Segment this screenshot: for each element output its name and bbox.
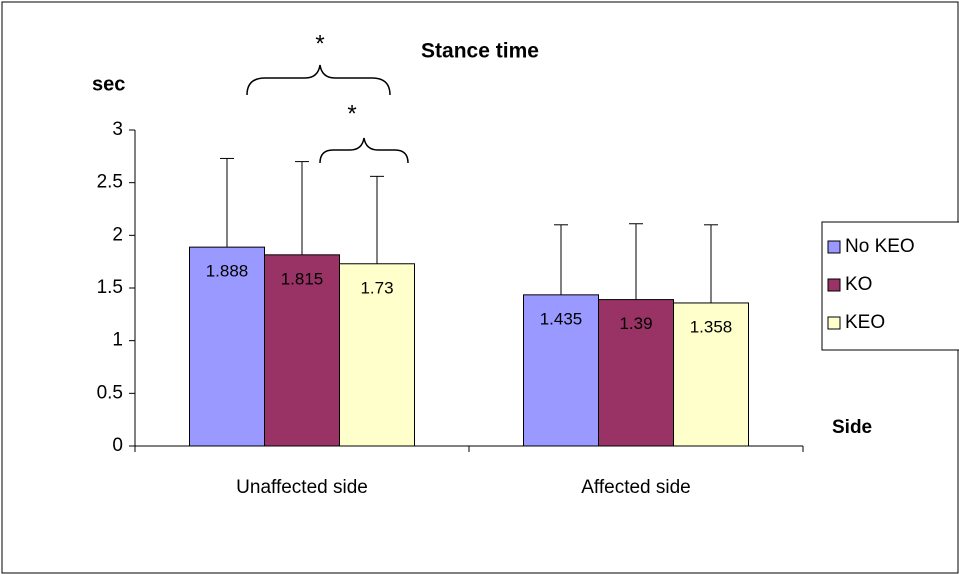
y-tick-label: 2: [112, 224, 123, 245]
y-tick-label: 3: [112, 119, 123, 140]
x-axis-label: Side: [832, 417, 872, 438]
y-tick-label: 2.5: [97, 172, 123, 193]
data-label: 1.435: [540, 309, 583, 328]
y-tick-label: 1.5: [97, 277, 123, 298]
data-label: 1.73: [360, 278, 393, 297]
chart-border: [2, 2, 958, 573]
annotation: *: [347, 100, 356, 127]
legend-label: KEO: [845, 312, 885, 333]
y-tick-label: 1: [112, 330, 123, 351]
legend-label: No KEO: [845, 236, 915, 257]
annotation: *: [315, 30, 324, 57]
legend-swatch: [828, 241, 840, 253]
data-label: 1.358: [690, 317, 733, 336]
x-tick-label: Affected side: [581, 477, 691, 498]
data-label: 1.39: [619, 314, 652, 333]
data-label: 1.815: [281, 269, 324, 288]
x-tick-label: Unaffected side: [236, 477, 368, 498]
chart-title: Stance time: [421, 40, 539, 63]
data-label: 1.888: [206, 262, 249, 281]
y-axis-label: sec: [92, 73, 125, 95]
y-tick-label: 0.5: [97, 382, 123, 403]
y-tick-label: 0: [112, 435, 123, 456]
chart: Stance time sec Side * * 0 0.5 1 1.5 2 2.5 3 Un…: [0, 0, 959, 574]
legend-swatch: [828, 317, 840, 329]
legend-label: KO: [845, 274, 872, 295]
legend-swatch: [828, 279, 840, 291]
